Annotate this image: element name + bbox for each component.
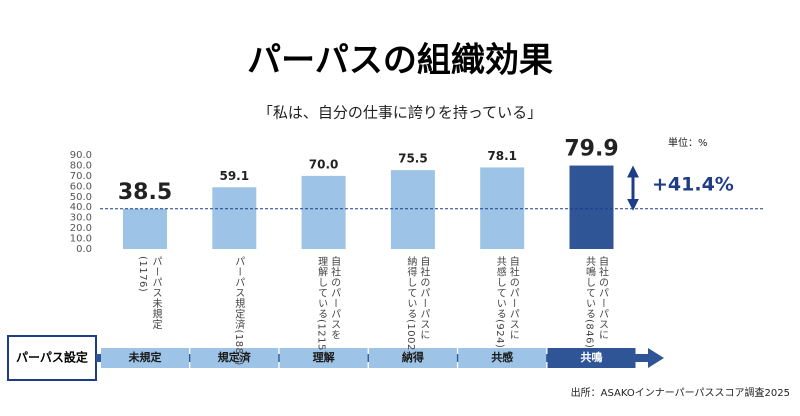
x-tick-label: パーパス未規定 (1176) — [137, 256, 161, 330]
stage-box — [101, 348, 189, 368]
value-label: 38.5 — [118, 180, 172, 205]
x-tick-label: 自社のパーパスに 共感している(924) — [494, 256, 519, 349]
y-tick-label: 90.0 — [70, 150, 92, 161]
x-tick-label: パーパス規定済(1883) — [232, 256, 244, 366]
value-label: 75.5 — [398, 152, 428, 166]
y-tick-label: 60.0 — [70, 181, 92, 192]
value-label: 59.1 — [219, 169, 249, 183]
stage-label: 納得 — [402, 350, 424, 364]
y-tick-label: 30.0 — [70, 213, 92, 224]
stage-box — [368, 348, 457, 368]
unit-label: 単位：% — [668, 136, 708, 149]
x-tick-label: 自社のパーパスに 共鳴している(846) — [583, 256, 608, 349]
bar — [212, 187, 257, 249]
stage-label: 理解 — [313, 350, 335, 364]
stage-box — [458, 348, 547, 368]
x-tick-label: 自社のパーパスを 理解している(1215) — [315, 256, 340, 356]
stage-box — [547, 348, 636, 368]
y-tick-label: 40.0 — [70, 202, 92, 213]
bar — [301, 175, 346, 249]
subtitle: 「私は、自分の仕事に誇りを持っている」 — [258, 104, 542, 122]
bar — [390, 170, 435, 249]
value-label: 70.0 — [309, 157, 339, 171]
bar — [480, 167, 525, 249]
value-label: 78.1 — [487, 149, 517, 163]
y-tick-label: 50.0 — [70, 192, 92, 203]
stage-label: 規定済 — [218, 350, 252, 364]
y-tick-label: 70.0 — [70, 171, 92, 182]
stage-label: 共感 — [491, 350, 513, 364]
stage-header-box — [7, 335, 97, 381]
y-tick-label: 0.0 — [76, 244, 92, 255]
y-tick-label: 10.0 — [70, 234, 92, 245]
chart-title: パーパスの組織効果 — [247, 41, 553, 81]
value-label: 79.9 — [564, 137, 618, 162]
stage-label: 共鳴 — [581, 350, 603, 364]
bar — [569, 165, 614, 249]
annotation: +41.4% — [652, 174, 734, 196]
stage-box — [279, 348, 368, 368]
stage-box — [190, 348, 279, 368]
stage-label: 未規定 — [128, 350, 162, 364]
stage-header: パーパス設定 — [16, 350, 88, 365]
bar — [123, 208, 167, 249]
y-tick-label: 20.0 — [70, 223, 92, 234]
stage-arrowhead — [648, 348, 664, 368]
source: 出所：ASAKOインナーパーパススコア調査2025 — [571, 386, 790, 399]
x-tick-label: 自社のパーパスに 納得している(1002) — [404, 256, 429, 356]
y-tick-label: 80.0 — [70, 160, 92, 171]
